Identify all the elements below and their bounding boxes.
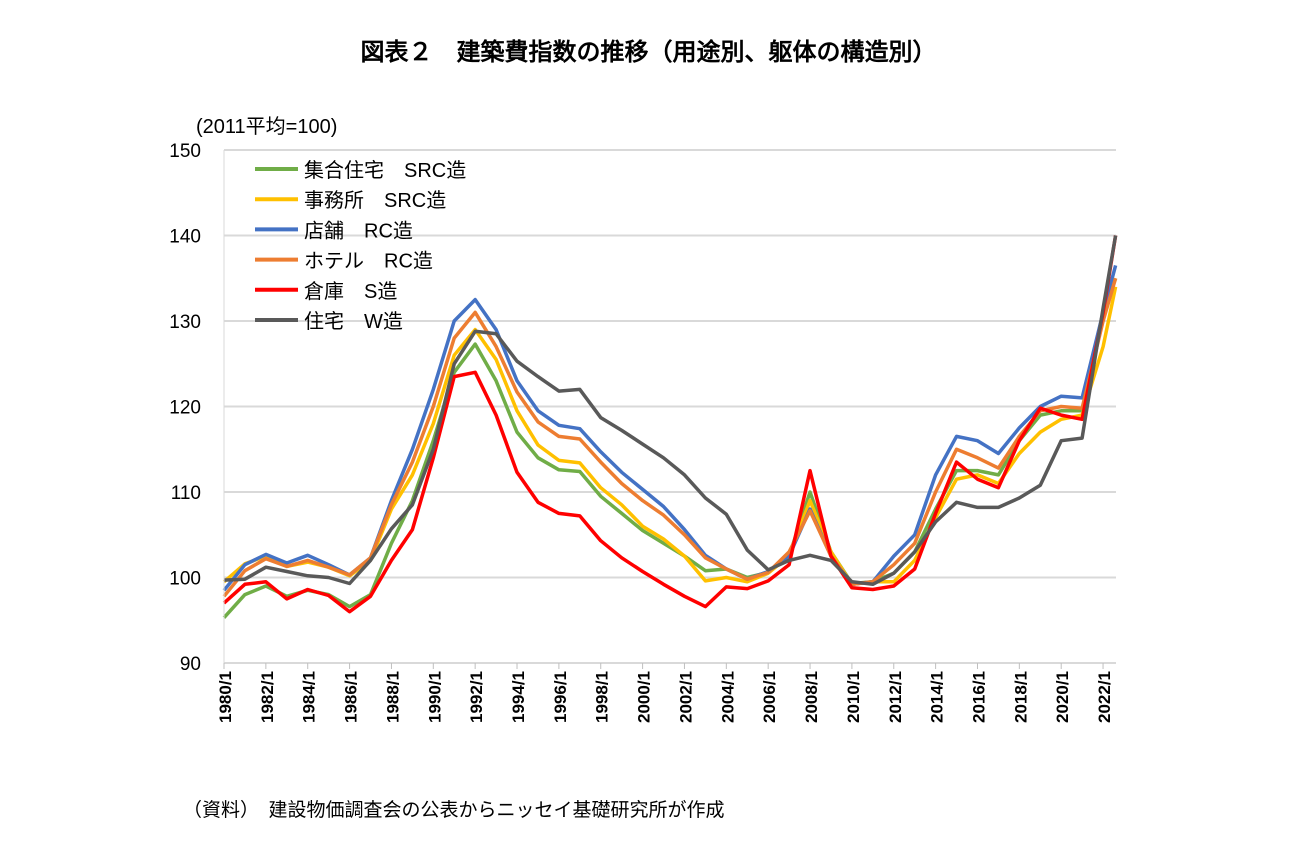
legend-label: 店舗 RC造 — [304, 219, 413, 242]
x-tick-label: 1980/1 — [216, 671, 235, 723]
x-tick-label: 1998/1 — [593, 671, 612, 723]
x-tick-label: 2006/1 — [760, 671, 779, 723]
unit-label: (2011平均=100) — [196, 115, 337, 138]
series-line — [222, 277, 1118, 598]
x-tick-label: 2016/1 — [969, 671, 988, 723]
x-tick-label: 2004/1 — [718, 671, 737, 723]
y-tick-label: 100 — [169, 569, 201, 590]
y-tick-label: 120 — [169, 398, 201, 419]
x-tick-label: 1994/1 — [509, 671, 528, 723]
x-tick-label: 2012/1 — [886, 671, 905, 723]
x-tick-label: 2022/1 — [1095, 671, 1114, 723]
x-tick-label: 1996/1 — [551, 671, 570, 723]
legend-label: 事務所 SRC造 — [304, 189, 446, 212]
legend-label: 住宅 W造 — [304, 310, 403, 333]
legend-label: 集合住宅 SRC造 — [304, 159, 466, 182]
chart-title: 図表２ 建築費指数の推移（用途別、躯体の構造別） — [360, 38, 937, 66]
y-tick-label: 110 — [171, 483, 201, 504]
x-tick-label: 1988/1 — [383, 671, 402, 723]
y-tick-label: 150 — [169, 141, 201, 162]
legend-label: 倉庫 S造 — [304, 280, 397, 303]
legend-label: ホテル RC造 — [304, 250, 433, 273]
x-tick-label: 1982/1 — [258, 671, 277, 723]
x-tick-label: 2010/1 — [844, 671, 863, 723]
y-tick-label: 130 — [169, 312, 201, 333]
x-tick-label: 2008/1 — [802, 671, 821, 723]
source-note: （資料） 建設物価調査会の公表からニッセイ基礎研究所が作成 — [183, 799, 725, 821]
series-line — [223, 235, 1118, 587]
x-tick-label: 2018/1 — [1011, 671, 1030, 723]
x-tick-label: 2020/1 — [1053, 671, 1072, 723]
x-tick-label: 2000/1 — [635, 671, 654, 723]
x-tick-label: 1984/1 — [300, 671, 319, 723]
x-tick-label: 1990/1 — [425, 671, 444, 723]
x-tick-label: 2014/1 — [928, 671, 947, 723]
y-tick-label: 140 — [169, 227, 201, 248]
x-tick-label: 1992/1 — [467, 671, 486, 723]
series-line — [222, 235, 1118, 614]
y-tick-label: 90 — [180, 654, 201, 675]
x-tick-label: 2002/1 — [676, 671, 695, 723]
x-tick-label: 1986/1 — [342, 671, 361, 723]
